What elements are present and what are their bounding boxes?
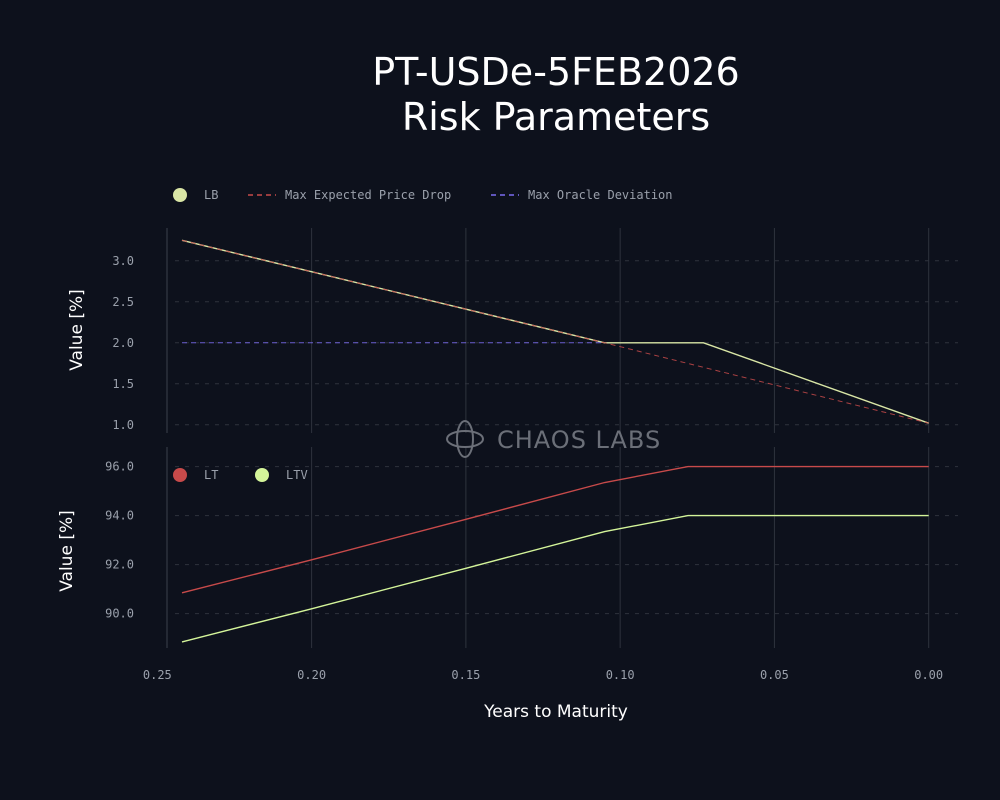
x-axis: 0.25 0.20 0.15 0.10 0.05 0.00 [143,668,943,682]
x-tick-label: 0.10 [606,668,635,682]
legend-marker [173,188,187,202]
series-line-max-expected-price-drop [181,239,929,424]
top-panel: 1.0 1.5 2.0 2.5 3.0 Value [%] LB Max Expected P… [67,188,958,433]
series-line-lb [181,239,929,424]
legend-marker [173,468,187,482]
legend-label: LB [204,188,218,202]
y-tick-label: 1.5 [112,377,134,391]
x-axis-title: Years to Maturity [483,702,628,722]
x-tick-label: 0.05 [760,668,789,682]
x-tick-label: 0.15 [451,668,480,682]
y-tick-label: 94.0 [105,509,134,523]
watermark: CHAOS LABS [446,420,661,458]
bottom-panel: 90.0 92.0 94.0 96.0 Value [%] LT LTV [57,447,958,648]
y-axis-title: Value [%] [57,510,77,592]
legend-label: LTV [286,468,308,482]
legend-label: LT [204,468,218,482]
legend-label: Max Expected Price Drop [285,188,451,202]
y-tick-label: 2.5 [112,295,134,309]
chart-title-line-2: Risk Parameters [402,95,710,139]
chart-title-line-1: PT-USDe-5FEB2026 [372,50,739,94]
legend-marker [255,468,269,482]
series-line-lt [181,465,929,594]
y-tick-label: 2.0 [112,336,134,350]
legend-label: Max Oracle Deviation [528,188,673,202]
y-tick-label: 96.0 [105,460,134,474]
x-tick-label: 0.00 [914,668,943,682]
y-tick-label: 1.0 [112,418,134,432]
x-tick-label: 0.20 [297,668,326,682]
chaos-labs-logo-icon [446,420,484,458]
y-axis-title: Value [%] [67,289,87,371]
x-tick-label: 0.25 [143,668,172,682]
y-tick-label: 92.0 [105,558,134,572]
watermark-text: CHAOS LABS [497,426,661,454]
y-tick-label: 3.0 [112,254,134,268]
y-tick-label: 90.0 [105,607,134,621]
series-line-ltv [181,514,929,643]
